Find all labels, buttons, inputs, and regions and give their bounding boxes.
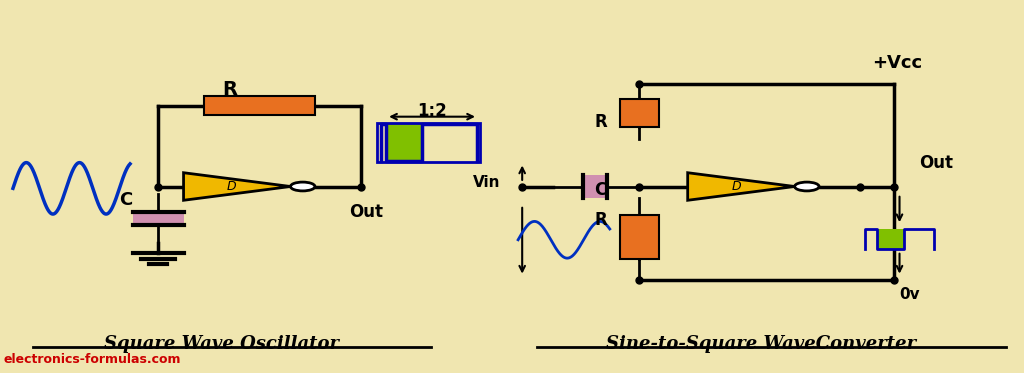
Text: +Vcc: +Vcc: [871, 54, 922, 72]
Text: C: C: [595, 181, 607, 199]
Circle shape: [795, 182, 819, 191]
Text: R: R: [594, 211, 607, 229]
FancyBboxPatch shape: [133, 212, 183, 225]
FancyBboxPatch shape: [620, 215, 658, 259]
Text: Sine-to-Square WaveConverter: Sine-to-Square WaveConverter: [606, 335, 916, 353]
FancyBboxPatch shape: [204, 97, 315, 115]
FancyBboxPatch shape: [878, 229, 903, 249]
Text: R: R: [594, 113, 607, 131]
Text: Vin: Vin: [473, 175, 501, 190]
Text: electronics-formulas.com: electronics-formulas.com: [4, 353, 181, 366]
Text: Square Wave Oscillator: Square Wave Oscillator: [104, 335, 339, 353]
Text: 1:2: 1:2: [417, 102, 446, 120]
Polygon shape: [688, 173, 795, 200]
Text: R: R: [222, 79, 237, 98]
Text: Out: Out: [920, 154, 953, 172]
FancyBboxPatch shape: [620, 99, 658, 127]
Polygon shape: [183, 173, 291, 200]
FancyBboxPatch shape: [386, 124, 422, 161]
Text: 0v: 0v: [899, 287, 920, 302]
Text: $\it{D}$: $\it{D}$: [226, 180, 238, 193]
FancyBboxPatch shape: [583, 175, 607, 198]
Circle shape: [291, 182, 315, 191]
Text: Out: Out: [349, 203, 383, 221]
Text: C: C: [119, 191, 132, 209]
Text: $\it{D}$: $\it{D}$: [730, 180, 741, 193]
